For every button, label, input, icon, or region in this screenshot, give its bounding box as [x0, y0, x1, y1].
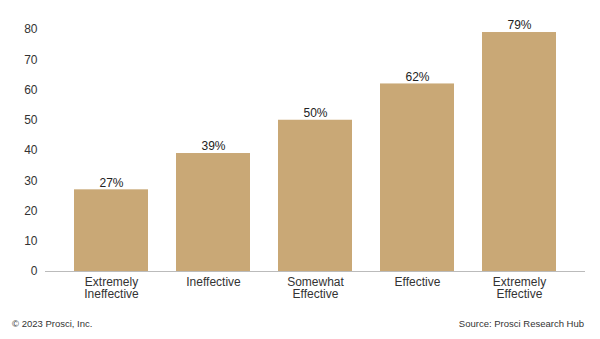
svg-text:39%: 39%: [201, 139, 225, 153]
svg-text:40: 40: [24, 143, 38, 157]
svg-text:62%: 62%: [405, 70, 429, 84]
svg-text:ExtremelyEffective: ExtremelyEffective: [493, 275, 546, 301]
svg-text:SomewhatEffective: SomewhatEffective: [287, 275, 344, 301]
svg-text:Effective: Effective: [395, 275, 441, 289]
svg-text:79%: 79%: [507, 18, 531, 32]
svg-text:80: 80: [24, 22, 38, 36]
svg-text:Ineffective: Ineffective: [186, 275, 241, 289]
svg-text:20: 20: [24, 204, 38, 218]
svg-text:27%: 27%: [99, 176, 123, 190]
svg-text:30: 30: [24, 174, 38, 188]
svg-text:10: 10: [24, 234, 38, 248]
html-text:Source: Prosci Research Hub: Source: Prosci Research Hub: [458, 318, 584, 329]
svg-text:ExtremelyIneffective: ExtremelyIneffective: [84, 275, 139, 301]
svg-text:60: 60: [24, 83, 38, 97]
svg-text:0: 0: [31, 264, 38, 278]
svg-text:50: 50: [24, 113, 38, 127]
html-text:© 2023 Prosci, Inc.: © 2023 Prosci, Inc.: [12, 318, 93, 329]
svg-text:50%: 50%: [303, 106, 327, 120]
svg-text:70: 70: [24, 53, 38, 67]
